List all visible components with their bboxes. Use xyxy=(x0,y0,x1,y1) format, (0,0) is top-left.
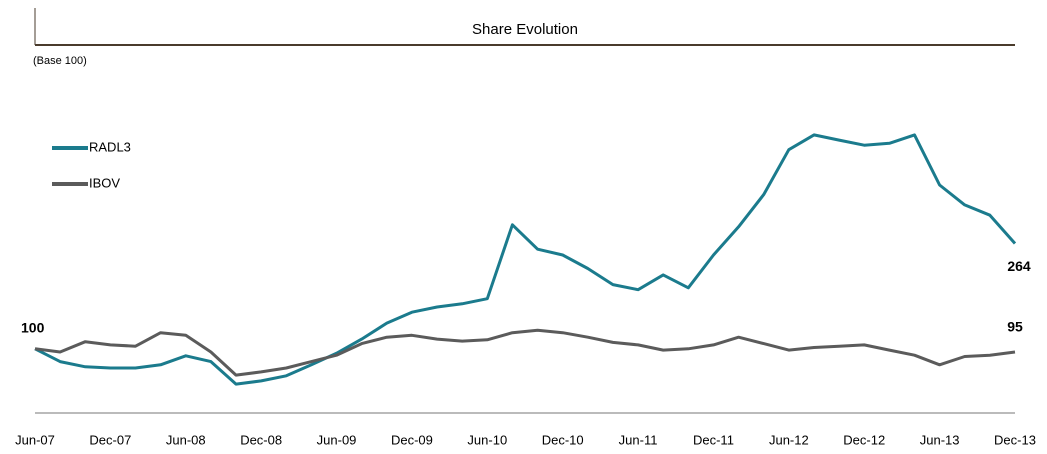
legend-label: IBOV xyxy=(89,175,120,190)
x-tick-label: Dec-09 xyxy=(391,432,433,447)
x-tick-label: Dec-13 xyxy=(994,432,1036,447)
x-tick-label: Jun-08 xyxy=(166,432,206,447)
series-line xyxy=(34,133,1017,386)
x-tick-label: Dec-07 xyxy=(89,432,131,447)
x-tick-label: Jun-07 xyxy=(15,432,55,447)
x-tick-label: Dec-12 xyxy=(843,432,885,447)
x-tick-label: Jun-10 xyxy=(467,432,507,447)
x-tick-label: Dec-10 xyxy=(542,432,584,447)
series-line xyxy=(34,328,1016,377)
data-label: 264 xyxy=(1007,258,1031,274)
x-tick-label: Jun-11 xyxy=(619,432,658,447)
x-tick-label: Jun-09 xyxy=(317,432,357,447)
x-tick-label: Jun-12 xyxy=(769,432,809,447)
data-label: 95 xyxy=(1007,319,1023,335)
chart-title: Share Evolution xyxy=(472,21,578,38)
x-tick-label: Dec-11 xyxy=(693,432,734,447)
legend-label: RADL3 xyxy=(89,139,131,154)
chart-subtitle: (Base 100) xyxy=(33,55,87,67)
x-tick-label: Dec-08 xyxy=(240,432,282,447)
x-tick-label: Jun-13 xyxy=(920,432,960,447)
data-label: 100 xyxy=(21,319,45,335)
